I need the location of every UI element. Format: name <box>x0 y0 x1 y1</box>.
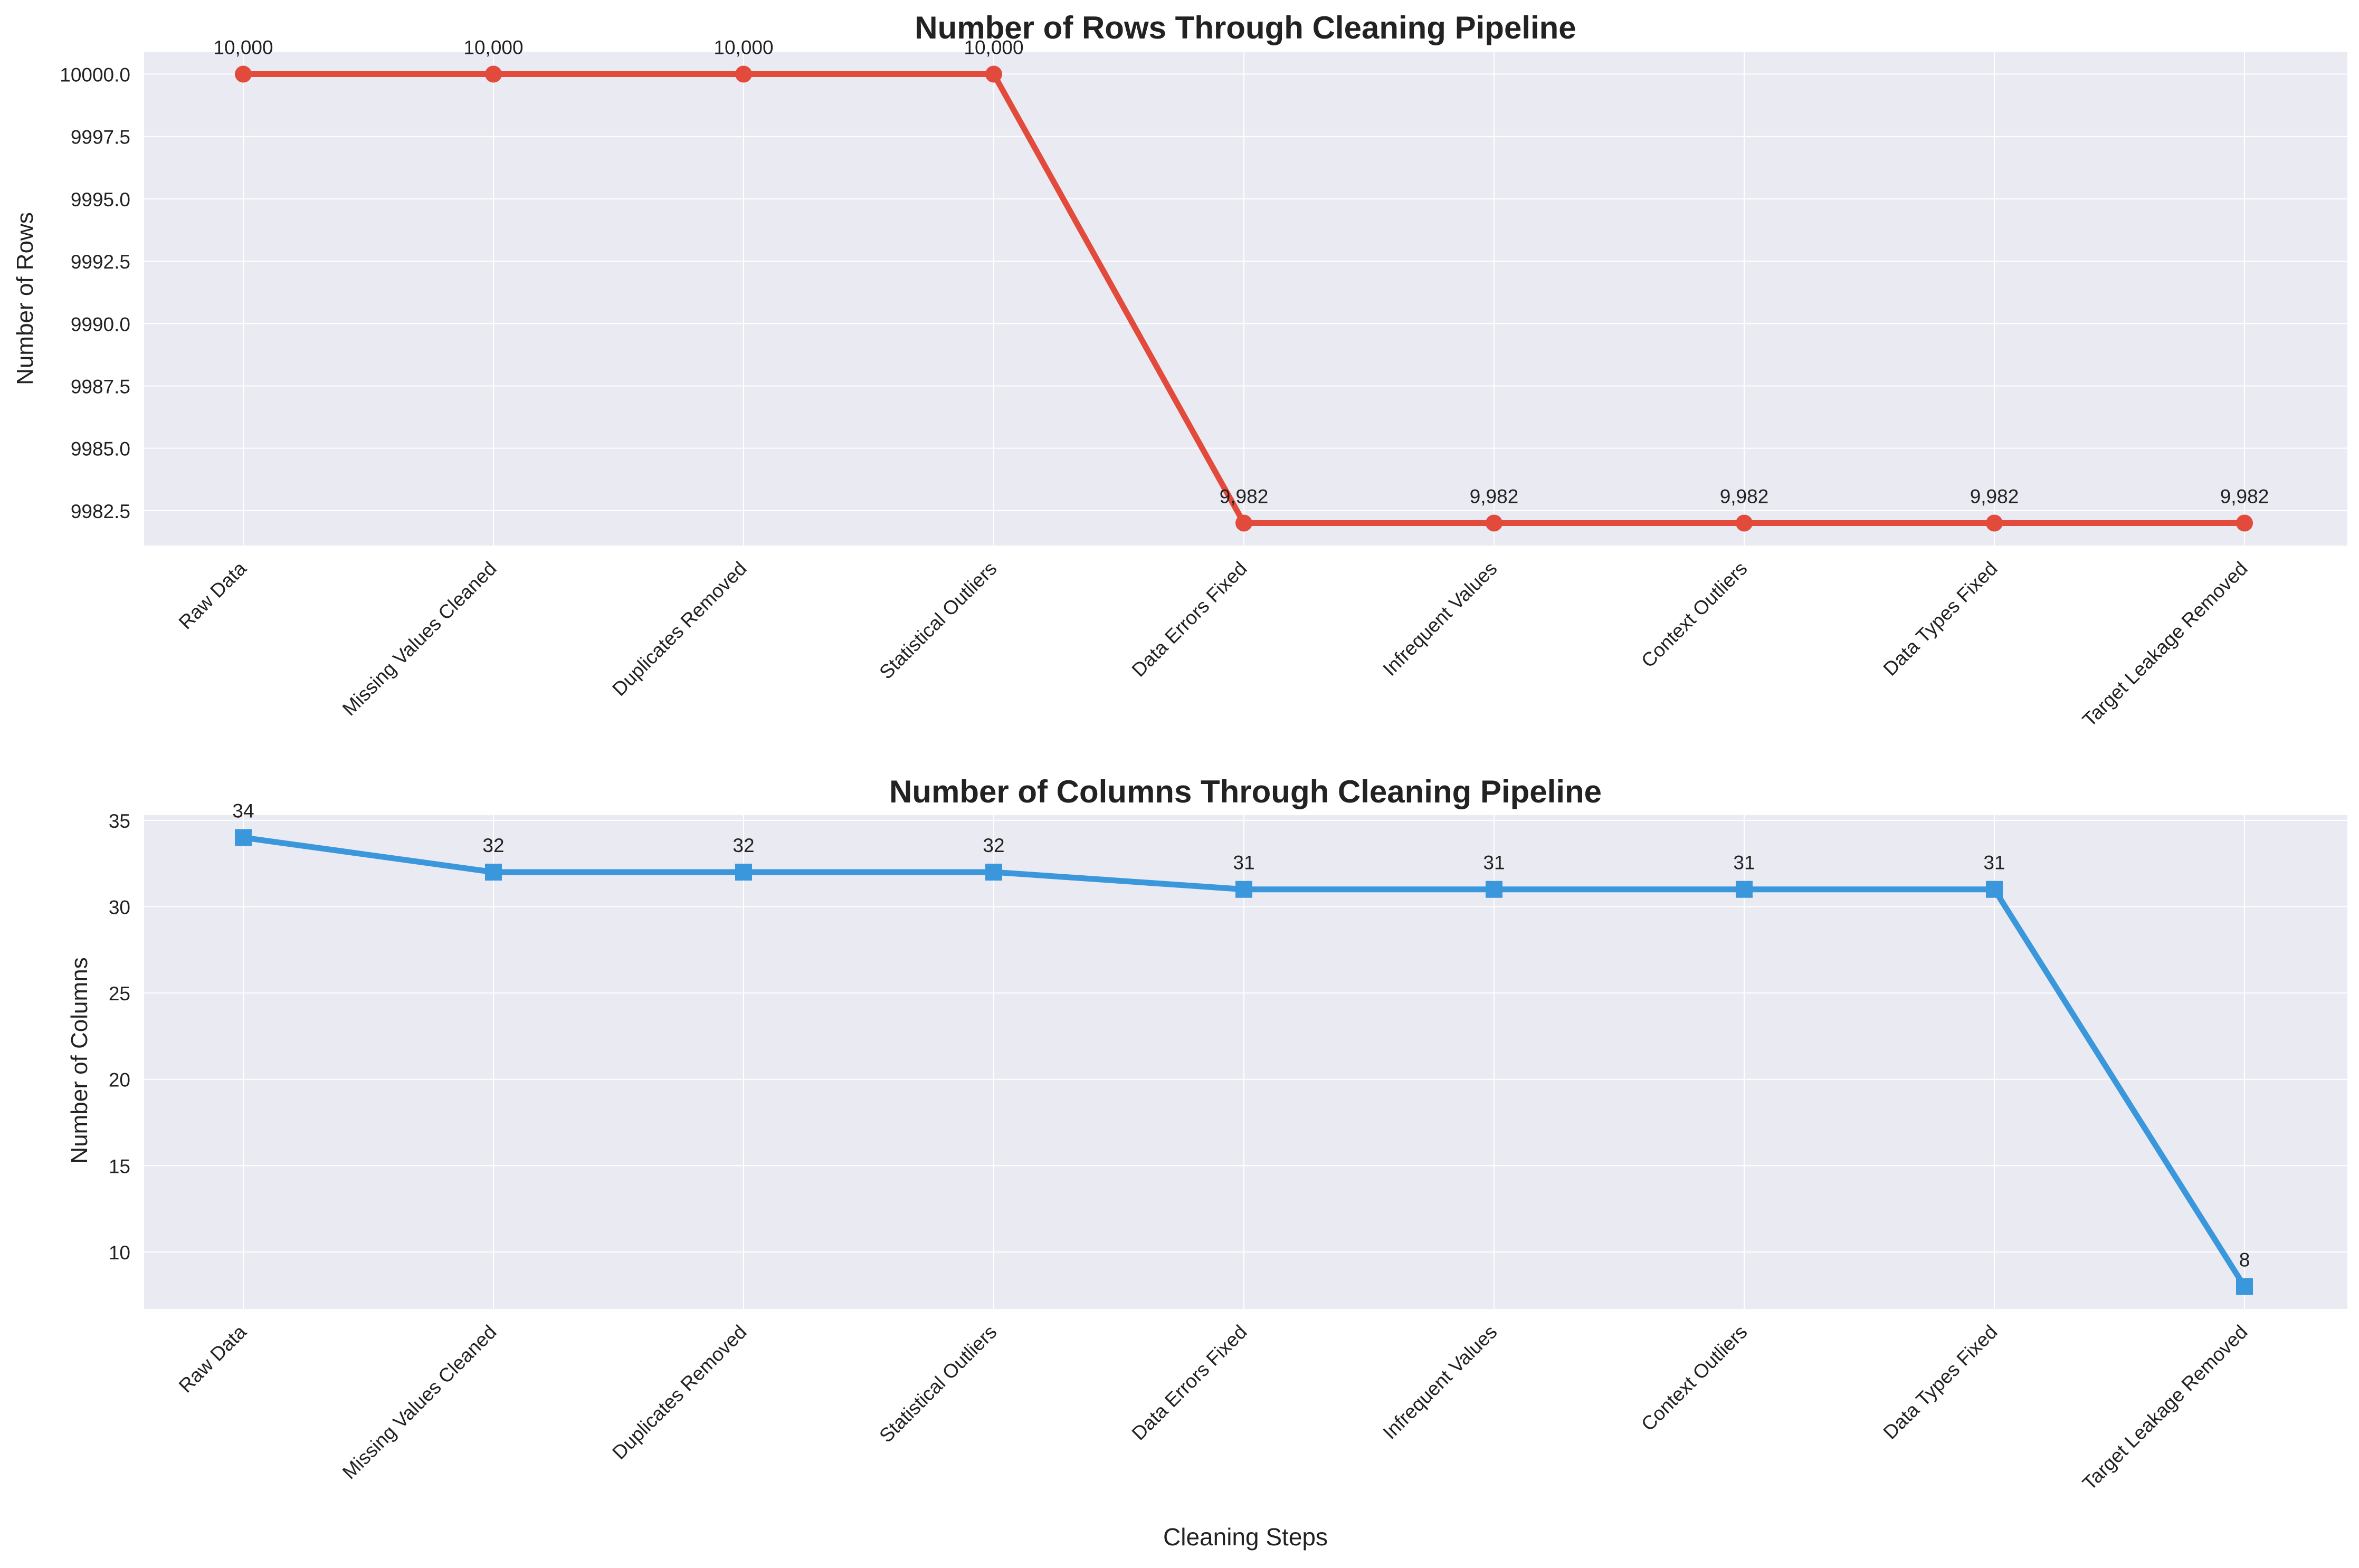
data-label: 9,982 <box>1970 485 2019 507</box>
data-label: 31 <box>1233 852 1254 874</box>
columns-data-labels: 34 32 32 32 31 31 31 31 8 <box>232 800 2250 1271</box>
y-tick-label: 9985.0 <box>71 438 130 460</box>
data-point-marker <box>1235 514 1252 532</box>
data-label: 32 <box>482 835 504 856</box>
data-point-marker <box>1235 881 1252 898</box>
data-label: 31 <box>1483 852 1505 874</box>
columns-y-ticks: 10 15 20 25 30 35 <box>109 810 130 1264</box>
y-tick-label: 10000.0 <box>60 64 130 86</box>
y-tick-label: 20 <box>109 1069 130 1091</box>
y-tick-label: 10 <box>109 1242 130 1264</box>
rows-y-axis-label: Number of Rows <box>12 212 38 385</box>
data-point-marker <box>2236 514 2253 532</box>
rows-data-labels: 10,000 10,000 10,000 10,000 9,982 9,982 9,982 9… <box>213 37 2269 508</box>
data-point-marker <box>735 65 752 83</box>
rows-chart-title: Number of Rows Through Cleaning Pipeline <box>915 10 1576 45</box>
data-point-marker <box>485 65 502 83</box>
data-point-marker <box>485 864 502 881</box>
data-point-marker <box>985 864 1002 881</box>
data-label: 9,982 <box>1720 485 1769 507</box>
data-point-marker <box>1986 881 2003 898</box>
data-label: 34 <box>232 800 254 822</box>
y-tick-label: 35 <box>109 810 130 832</box>
y-tick-label: 9997.5 <box>71 127 130 148</box>
data-point-marker <box>1486 514 1502 532</box>
data-point-marker <box>1986 514 2003 532</box>
y-tick-label: 15 <box>109 1155 130 1177</box>
data-label: 31 <box>1983 852 2005 874</box>
data-label: 32 <box>733 835 754 856</box>
y-tick-label: 9982.5 <box>71 501 130 522</box>
y-tick-label: 30 <box>109 896 130 918</box>
data-point-marker <box>1736 514 1753 532</box>
columns-series <box>235 829 2253 1295</box>
y-tick-label: 9990.0 <box>71 313 130 335</box>
columns-grid <box>144 815 2347 1309</box>
y-tick-label: 9995.0 <box>71 189 130 211</box>
rows-series <box>235 65 2253 532</box>
y-tick-label: 25 <box>109 983 130 1005</box>
data-label: 31 <box>1733 852 1755 874</box>
x-axis-label: Cleaning Steps <box>1163 1523 1328 1551</box>
columns-y-axis-label: Number of Columns <box>66 957 92 1163</box>
data-point-marker <box>735 864 752 881</box>
data-point-marker <box>1486 881 1502 898</box>
data-label: 9,982 <box>2220 485 2269 507</box>
rows-y-ticks: 9982.5 9985.0 9987.5 9990.0 9992.5 9995.0 9997… <box>60 64 130 522</box>
y-tick-label: 9987.5 <box>71 376 130 397</box>
data-point-marker <box>985 65 1002 83</box>
rows-grid <box>144 52 2347 546</box>
data-point-marker <box>235 65 252 83</box>
data-label: 8 <box>2239 1249 2250 1270</box>
data-point-marker <box>2236 1278 2253 1295</box>
data-point-marker <box>1736 881 1753 898</box>
data-label: 10,000 <box>714 37 773 59</box>
data-label: 9,982 <box>1470 485 1519 507</box>
data-label: 10,000 <box>964 37 1023 59</box>
columns-chart-title: Number of Columns Through Cleaning Pipel… <box>889 774 1602 809</box>
data-label: 10,000 <box>213 37 273 59</box>
data-label: 32 <box>983 835 1004 856</box>
rows-chart-panel: 9982.5 9985.0 9987.5 9990.0 9992.5 9995.0 9997… <box>12 10 2347 731</box>
data-label: 9,982 <box>1220 485 1269 507</box>
rows-plot-area <box>144 52 2347 546</box>
y-tick-label: 9992.5 <box>71 251 130 273</box>
data-point-marker <box>235 829 252 846</box>
data-label: 10,000 <box>463 37 523 59</box>
